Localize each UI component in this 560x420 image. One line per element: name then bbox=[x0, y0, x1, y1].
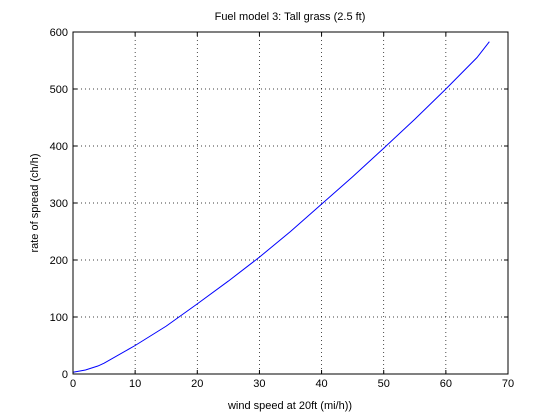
x-tick-label: 30 bbox=[253, 378, 265, 390]
x-tick-label: 10 bbox=[129, 378, 141, 390]
y-tick-label: 0 bbox=[62, 369, 68, 381]
y-tick-label: 600 bbox=[50, 27, 68, 39]
x-tick-label: 20 bbox=[191, 378, 203, 390]
y-tick-label: 500 bbox=[50, 84, 68, 96]
y-tick-label: 400 bbox=[50, 141, 68, 153]
data-line bbox=[72, 41, 490, 373]
x-tick-label: 40 bbox=[315, 378, 327, 390]
y-axis-label: rate of spread (ch/h) bbox=[29, 153, 41, 252]
y-tick-label: 200 bbox=[50, 255, 68, 267]
x-tick-label: 0 bbox=[70, 378, 76, 390]
x-tick-label: 50 bbox=[378, 378, 390, 390]
chart-title: Fuel model 3: Tall grass (2.5 ft) bbox=[215, 11, 366, 23]
x-tick-label: 60 bbox=[440, 378, 452, 390]
y-tick-label: 100 bbox=[50, 312, 68, 324]
y-tick-label: 300 bbox=[50, 198, 68, 210]
x-tick-label: 70 bbox=[502, 378, 514, 390]
axes-box bbox=[72, 31, 509, 375]
x-axis-label: wind speed at 20ft (mi/h)) bbox=[227, 400, 352, 412]
